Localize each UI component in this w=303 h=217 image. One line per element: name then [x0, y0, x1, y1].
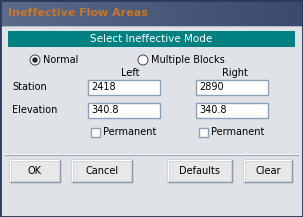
Bar: [30, 0, 42, 26]
Bar: [131, 0, 142, 26]
Bar: [263, 0, 274, 26]
Bar: [121, 0, 132, 26]
Bar: [71, 0, 82, 26]
Bar: [131, 0, 142, 26]
Bar: [142, 0, 152, 26]
Text: Ineffective Flow Areas: Ineffective Flow Areas: [8, 8, 148, 18]
Bar: [192, 0, 203, 26]
Text: Permanent: Permanent: [103, 127, 156, 137]
Bar: [293, 0, 303, 26]
Bar: [273, 0, 284, 26]
Text: Normal: Normal: [43, 55, 78, 65]
Bar: [91, 0, 102, 26]
Bar: [182, 0, 193, 26]
Bar: [91, 128, 100, 137]
Bar: [81, 0, 92, 26]
Bar: [111, 0, 122, 26]
Bar: [20, 0, 31, 26]
Bar: [283, 0, 294, 26]
Bar: [273, 0, 284, 26]
Bar: [1, 26, 302, 216]
Bar: [161, 0, 173, 26]
Bar: [244, 160, 292, 182]
Bar: [242, 0, 254, 26]
Text: Defaults: Defaults: [179, 166, 221, 176]
Text: Elevation: Elevation: [12, 105, 57, 115]
Bar: [20, 0, 31, 26]
Text: Station: Station: [12, 82, 47, 92]
Bar: [101, 0, 112, 26]
Bar: [51, 0, 62, 26]
Bar: [263, 0, 274, 26]
Bar: [202, 0, 213, 26]
Circle shape: [138, 55, 148, 65]
Bar: [71, 0, 82, 26]
Bar: [161, 0, 173, 26]
Text: Right: Right: [222, 68, 248, 78]
Bar: [172, 0, 183, 26]
Bar: [172, 0, 183, 26]
Text: 340.8: 340.8: [91, 105, 118, 115]
Bar: [88, 103, 160, 118]
Bar: [121, 0, 132, 26]
Bar: [10, 160, 60, 182]
Bar: [0, 0, 11, 26]
Text: Cancel: Cancel: [85, 166, 118, 176]
Bar: [10, 0, 21, 26]
Bar: [168, 160, 232, 182]
Bar: [212, 0, 223, 26]
Bar: [152, 0, 163, 26]
Bar: [40, 0, 52, 26]
Bar: [232, 0, 243, 26]
Bar: [0, 0, 11, 26]
Text: Select Ineffective Mode: Select Ineffective Mode: [90, 34, 212, 44]
Bar: [222, 0, 233, 26]
Bar: [1, 26, 302, 27]
Bar: [192, 0, 203, 26]
Bar: [61, 0, 72, 26]
Text: 2418: 2418: [91, 82, 116, 92]
Bar: [101, 0, 112, 26]
Bar: [252, 0, 264, 26]
Circle shape: [33, 58, 37, 62]
Bar: [283, 0, 294, 26]
Bar: [252, 0, 264, 26]
Text: Permanent: Permanent: [211, 127, 265, 137]
Bar: [212, 0, 223, 26]
Bar: [111, 0, 122, 26]
Text: 2890: 2890: [199, 82, 224, 92]
Bar: [61, 0, 72, 26]
Bar: [40, 0, 52, 26]
Text: Multiple Blocks: Multiple Blocks: [151, 55, 225, 65]
Bar: [51, 0, 62, 26]
Circle shape: [30, 55, 40, 65]
Text: OK: OK: [28, 166, 42, 176]
Bar: [88, 80, 160, 95]
Text: 340.8: 340.8: [199, 105, 227, 115]
Text: Left: Left: [121, 68, 139, 78]
Bar: [182, 0, 193, 26]
Bar: [199, 128, 208, 137]
Bar: [196, 103, 268, 118]
Bar: [222, 0, 233, 26]
Bar: [81, 0, 92, 26]
Bar: [152, 0, 163, 26]
Bar: [72, 160, 132, 182]
Bar: [242, 0, 254, 26]
Bar: [91, 0, 102, 26]
Text: Clear: Clear: [255, 166, 281, 176]
Bar: [293, 0, 303, 26]
Bar: [142, 0, 152, 26]
Bar: [232, 0, 243, 26]
Bar: [30, 0, 42, 26]
Bar: [10, 0, 21, 26]
Bar: [8, 31, 295, 47]
Bar: [202, 0, 213, 26]
Bar: [196, 80, 268, 95]
